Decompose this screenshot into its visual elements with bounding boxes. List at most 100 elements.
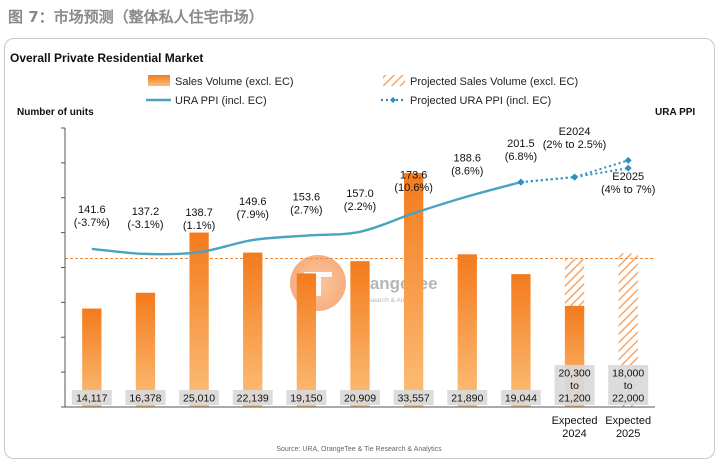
- ppi-data-label: 137.2 (-3.1%): [127, 206, 163, 231]
- legend: Sales Volume (excl. EC) Projected Sales …: [146, 75, 578, 107]
- ppi-data-label-line: (10.6%): [394, 182, 433, 194]
- legend-label-projected-ppi: Projected URA PPI (incl. EC): [410, 95, 551, 107]
- sales-label-box: [447, 390, 488, 405]
- ppi-data-label-line: 201.5: [507, 138, 535, 150]
- projected-ppi-marker: [571, 173, 579, 181]
- ppi-data-label: 149.6 (7.9%): [237, 196, 269, 221]
- sales-label-box: [500, 390, 541, 405]
- sales-bar: [243, 252, 263, 407]
- ppi-data-label: 141.6 (-3.7%): [74, 204, 110, 229]
- projection-label-2024: E2024 (2% to 2.5%): [543, 126, 607, 151]
- ppi-data-label: 138.7 (1.1%): [183, 207, 215, 232]
- projection-label-2024-line: E2024: [559, 126, 591, 138]
- sales-data-label: 19,150: [290, 393, 322, 405]
- x-tick-label-line: Expected: [552, 415, 598, 427]
- sales-data-label-line: 21,200: [558, 392, 590, 404]
- sales-label-box: [125, 390, 166, 405]
- legend-marker-projected-ppi: [390, 97, 396, 103]
- y-right-axis-title: URA PPI: [655, 107, 695, 118]
- sales-data-label: 16,378: [129, 393, 161, 405]
- sales-data-label: 33,557: [398, 393, 430, 405]
- sales-data-label-line: 21,890: [451, 393, 483, 405]
- source-note: Source: URA, OrangeTee & Tie Research & …: [276, 446, 442, 453]
- legend-label-sales: Sales Volume (excl. EC): [175, 76, 294, 88]
- sales-bar: [511, 274, 531, 407]
- sales-data-label: 20,909: [344, 393, 376, 405]
- ppi-data-label: 157.0 (2.2%): [344, 188, 376, 213]
- chart-panel: Overall Private Residential Market Sales…: [4, 38, 715, 459]
- sales-bar: [296, 273, 317, 407]
- sales-data-label-line: 22,139: [237, 393, 269, 405]
- ppi-data-label-line: 138.7: [185, 207, 213, 219]
- sales-label-box: [393, 390, 434, 405]
- ppi-data-label-line: (2.2%): [344, 201, 376, 213]
- sales-data-label: 20,300 to 21,200: [558, 368, 590, 405]
- x-tick-label-line: 2025: [616, 428, 640, 440]
- x-tick-label: Expected 2024: [552, 415, 598, 440]
- sales-label-box: [286, 390, 327, 405]
- ppi-data-label-line: 153.6: [293, 192, 321, 204]
- figure-caption: 图 7：市场预测（整体私人住宅市场）: [8, 8, 264, 26]
- x-tick-label-line: 2024: [562, 428, 586, 440]
- ppi-data-label-line: (8.6%): [451, 166, 483, 178]
- sales-data-label-line: 20,300: [558, 368, 590, 380]
- sales-bar: [189, 232, 209, 407]
- projection-label-2025-line: (4% to 7%): [601, 184, 655, 196]
- ppi-data-label-line: 149.6: [239, 196, 267, 208]
- sales-data-label-line: 25,010: [183, 393, 215, 405]
- x-tick-label-line: Expected: [605, 415, 651, 427]
- chart-svg: Overall Private Residential Market Sales…: [10, 51, 695, 453]
- sales-data-label: 22,139: [237, 393, 269, 405]
- legend-swatch-sales: [148, 75, 170, 86]
- legend-label-projected-sales: Projected Sales Volume (excl. EC): [410, 76, 578, 88]
- sales-data-label-line: 14,117: [76, 393, 107, 405]
- data-labels: 141.6 (-3.7%) 137.2 (-3.1%) 138.7 (1.1%) 149.6…: [71, 126, 655, 405]
- ppi-data-label: 153.6 (2.7%): [290, 192, 322, 217]
- sales-label-box: [554, 365, 595, 405]
- projection-label-2025-line: E2025: [612, 171, 644, 183]
- sales-data-label-line: 18,000: [612, 368, 644, 380]
- ppi-data-label-line: (2.7%): [290, 205, 322, 217]
- sales-bar: [350, 261, 370, 407]
- sales-label-box: [340, 390, 380, 405]
- projected-ppi-line: [520, 167, 629, 184]
- projected-ppi-marker: [624, 164, 632, 172]
- sales-data-label-line: 22,000: [612, 392, 644, 404]
- sales-data-label-line: 19,044: [505, 393, 537, 405]
- chart-title: Overall Private Residential Market: [10, 51, 203, 65]
- ppi-data-label: 188.6 (8.6%): [451, 153, 483, 178]
- ppi-data-label-line: (6.8%): [505, 151, 537, 163]
- sales-data-label-line: 33,557: [398, 393, 430, 405]
- sales-bar: [135, 292, 156, 407]
- legend-swatch-projected-sales: [383, 75, 405, 86]
- sales-label-box: [71, 390, 112, 405]
- projection-label-2025: E2025 (4% to 7%): [601, 171, 655, 196]
- sales-data-label: 18,000 to 22,000: [612, 368, 644, 405]
- sales-bar: [82, 308, 102, 407]
- projection-label-2024-line: (2% to 2.5%): [543, 139, 607, 151]
- x-tick-label: Expected 2025: [605, 415, 651, 440]
- sales-data-label: 14,117: [76, 393, 107, 405]
- ppi-data-label-line: (7.9%): [237, 209, 269, 221]
- sales-label-box: [179, 390, 220, 405]
- bar-series: [82, 172, 638, 407]
- sales-bar: [403, 172, 424, 407]
- ppi-data-label-line: 137.2: [132, 206, 160, 218]
- ppi-data-label-line: (-3.7%): [74, 217, 110, 229]
- ppi-data-label: 173.6 (10.6%): [394, 169, 433, 194]
- sales-data-label-line: to: [624, 380, 633, 392]
- ppi-data-label-line: 188.6: [454, 153, 482, 165]
- y-left-axis-title: Number of units: [17, 107, 94, 118]
- watermark-tagline: Research & Analytics: [361, 297, 423, 304]
- projected-ppi-marker: [517, 178, 525, 186]
- sales-data-label: 21,890: [451, 393, 483, 405]
- sales-data-label-line: 16,378: [129, 393, 161, 405]
- ura-ppi-line: [91, 180, 522, 256]
- ppi-data-label: 201.5 (6.8%): [505, 138, 537, 163]
- ppi-data-label-line: 157.0: [346, 188, 374, 200]
- ppi-data-label-line: (1.1%): [183, 220, 215, 232]
- ppi-data-label-line: 141.6: [78, 204, 106, 216]
- sales-data-label-line: to: [570, 380, 579, 392]
- ppi-series: [91, 156, 632, 256]
